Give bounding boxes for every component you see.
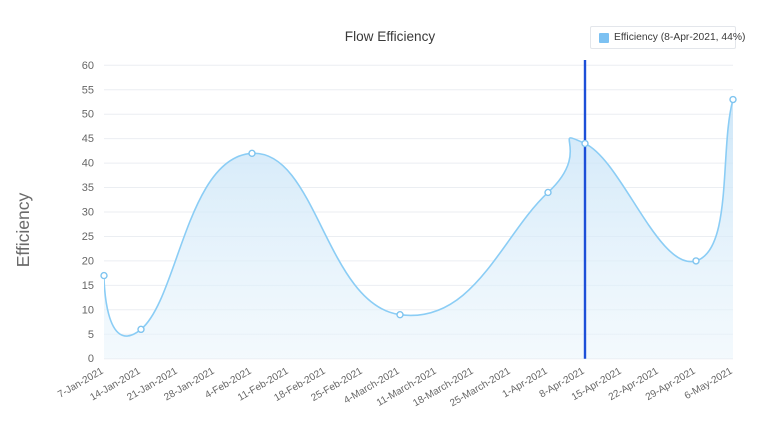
- svg-text:45: 45: [82, 133, 94, 145]
- svg-text:50: 50: [82, 109, 94, 121]
- svg-text:5: 5: [88, 329, 94, 341]
- svg-text:0: 0: [88, 353, 94, 365]
- svg-text:35: 35: [82, 182, 94, 194]
- svg-text:15: 15: [82, 280, 94, 292]
- svg-text:60: 60: [82, 60, 94, 72]
- svg-text:20: 20: [82, 255, 94, 267]
- svg-text:55: 55: [82, 84, 94, 96]
- svg-text:25: 25: [82, 231, 94, 243]
- svg-text:10: 10: [82, 304, 94, 316]
- svg-text:30: 30: [82, 207, 94, 219]
- svg-text:40: 40: [82, 158, 94, 170]
